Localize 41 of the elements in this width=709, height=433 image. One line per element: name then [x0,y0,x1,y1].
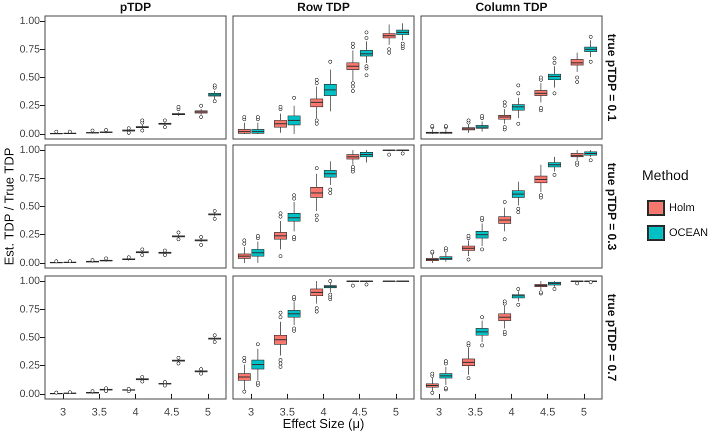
y-axis-title: Est. TDP / True TDP [2,148,16,266]
x-tick-label: 3.5 [92,406,107,418]
chart-title: Column TDP [476,0,548,14]
x-tick-label: 5 [392,406,399,418]
y-tick-label: 1.00 [20,15,40,28]
text: true pTDP = 0.3 [605,162,619,251]
x-tick-label: 4 [320,406,327,418]
y-tick-label: 0.75 [20,172,40,184]
y-tick-label: 0.25 [20,100,40,112]
x-tick-label: 5 [580,406,587,418]
y-tick-label: 0.50 [20,72,40,84]
legend-label: OCEAN [669,227,708,239]
y-tick-label: 1.00 [20,144,40,156]
y-tick-label: 0.25 [20,360,40,372]
x-tick-label: 3.5 [280,406,295,418]
y-tick-label: 0.00 [20,128,40,140]
x-tick-label: 4.5 [164,406,180,418]
text: true pTDP = 0.7 [605,294,619,382]
y-tick-label: 0.00 [20,388,40,400]
x-tick-label: 5 [204,406,211,418]
legend-title: Method [642,167,689,183]
text: true pTDP = 0.1 [605,34,619,122]
x-tick-label: 3 [60,406,66,418]
x-axis-title: Effect Size (μ) [282,416,364,431]
x-tick-label: 4.5 [540,406,556,418]
chart-title: Row TDP [297,0,350,14]
x-tick-label: 4.5 [352,406,368,418]
x-tick-label: 4 [508,406,515,418]
y-tick-label: 1.00 [20,275,40,288]
x-tick-label: 4 [132,406,139,418]
legend-label: Holm [669,202,695,214]
chart-title: pTDP [120,0,152,14]
y-tick-label: 0.50 [20,332,40,344]
y-tick-label: 0.50 [20,200,40,212]
x-tick-label: 3.5 [468,406,483,418]
y-tick-label: 0.25 [20,228,40,241]
y-tick-label: 0.75 [20,303,40,316]
y-tick-label: 0.00 [20,256,40,269]
x-tick-label: 3 [436,406,442,418]
x-tick-label: 3 [248,406,254,418]
y-tick-label: 0.75 [20,43,40,56]
